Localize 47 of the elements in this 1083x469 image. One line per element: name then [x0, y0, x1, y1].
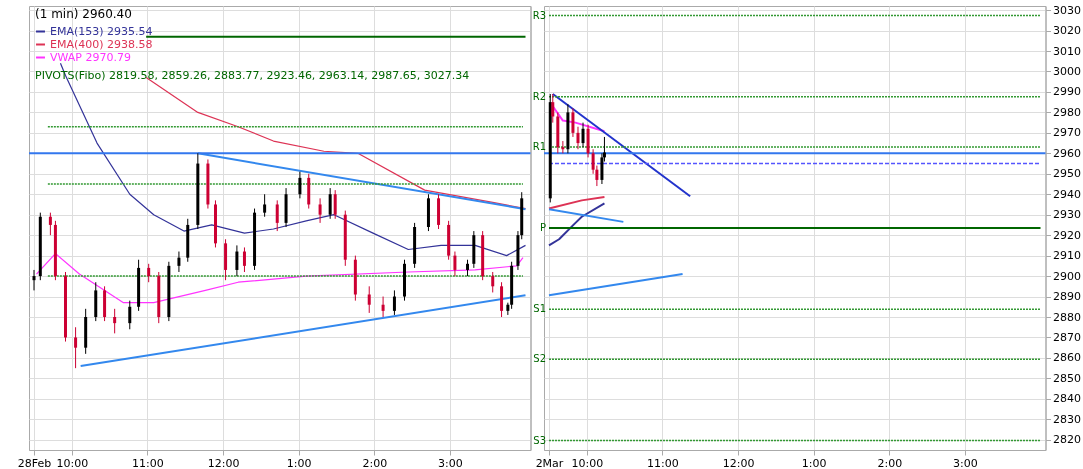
y-tick-label: 2980 — [1053, 105, 1081, 119]
x-tick-label: 11:00 — [132, 456, 164, 469]
y-tick-label: 2970 — [1053, 126, 1081, 140]
y-tick-label: 2860 — [1053, 351, 1081, 365]
x-tick-label: 3:00 — [953, 456, 978, 469]
y-tick-label: 2990 — [1053, 85, 1081, 99]
annotation: S1 — [533, 303, 546, 315]
y-tick-label: 2930 — [1053, 208, 1081, 222]
x-tick-label: 3:00 — [438, 456, 463, 469]
x-tick-label: 10:00 — [571, 456, 604, 469]
legend-label: EMA(400) 2938.58 — [50, 37, 153, 51]
y-tick-label: 2840 — [1053, 392, 1081, 406]
annotation: R1 — [532, 140, 546, 152]
y-tick-label: 2830 — [1053, 412, 1081, 426]
y-tick-label: 2890 — [1053, 290, 1081, 304]
y-tick-label: 3030 — [1053, 3, 1081, 17]
chart-title: (1 min) 2960.40 — [35, 7, 132, 21]
y-tick-label: 2960 — [1053, 146, 1081, 160]
y-tick-label: 3000 — [1053, 64, 1081, 78]
x-tick-label: 2:00 — [877, 456, 903, 469]
annotation: S2 — [533, 353, 546, 365]
x-tick-label: 12:00 — [207, 456, 240, 469]
legend-label: EMA(153) 2935.54 — [50, 24, 153, 38]
y-tick-label: 2920 — [1053, 228, 1081, 242]
y-tick-label: 3020 — [1053, 24, 1081, 38]
y-tick-label: 2820 — [1053, 433, 1081, 447]
x-tick-label: 11:00 — [647, 456, 679, 469]
annotation: R2 — [532, 90, 546, 102]
y-tick-label: 2870 — [1053, 330, 1081, 344]
y-tick-label: 3010 — [1053, 44, 1081, 58]
x-tick-label: 1:00 — [286, 456, 312, 469]
x-tick-label: 1:00 — [801, 456, 827, 469]
x-tick-label: 28Feb — [17, 456, 52, 469]
y-tick-label: 2880 — [1053, 310, 1081, 324]
y-tick-label: 2950 — [1053, 167, 1081, 181]
annotation: R3 — [532, 9, 546, 21]
legend-label: VWAP 2970.79 — [50, 50, 131, 64]
annotation: P — [539, 222, 546, 233]
y-tick-label: 2910 — [1053, 249, 1081, 263]
x-tick-label: 10:00 — [56, 456, 89, 469]
annotation: S3 — [533, 434, 546, 446]
y-tick-label: 2940 — [1053, 187, 1081, 201]
y-tick-label: 2900 — [1053, 269, 1081, 283]
x-tick-label: 2Mar — [535, 456, 564, 469]
y-tick-label: 2850 — [1053, 371, 1081, 385]
x-tick-label: 12:00 — [722, 456, 755, 469]
x-tick-label: 2:00 — [362, 456, 388, 469]
